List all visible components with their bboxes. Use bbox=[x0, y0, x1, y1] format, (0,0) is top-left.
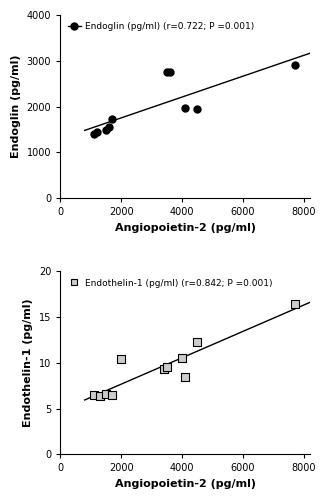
Legend: Endothelin-1 (pg/ml) (r=0.842; P =0.001): Endothelin-1 (pg/ml) (r=0.842; P =0.001) bbox=[65, 276, 275, 290]
Point bbox=[110, 391, 115, 399]
X-axis label: Angiopoietin-2 (pg/ml): Angiopoietin-2 (pg/ml) bbox=[114, 222, 256, 232]
Point bbox=[180, 354, 185, 362]
Point bbox=[119, 355, 124, 363]
Y-axis label: Endoglin (pg/ml): Endoglin (pg/ml) bbox=[11, 55, 21, 158]
Point bbox=[182, 374, 188, 382]
Point bbox=[164, 364, 169, 372]
Y-axis label: Endothelin-1 (pg/ml): Endothelin-1 (pg/ml) bbox=[23, 298, 33, 427]
Point bbox=[195, 338, 200, 346]
Point bbox=[103, 390, 109, 398]
X-axis label: Angiopoietin-2 (pg/ml): Angiopoietin-2 (pg/ml) bbox=[114, 479, 256, 489]
Point bbox=[292, 300, 297, 308]
Point bbox=[161, 365, 166, 373]
Point bbox=[91, 391, 96, 399]
Point bbox=[97, 392, 102, 400]
Legend: Endoglin (pg/ml) (r=0.722; P =0.001): Endoglin (pg/ml) (r=0.722; P =0.001) bbox=[65, 20, 257, 34]
